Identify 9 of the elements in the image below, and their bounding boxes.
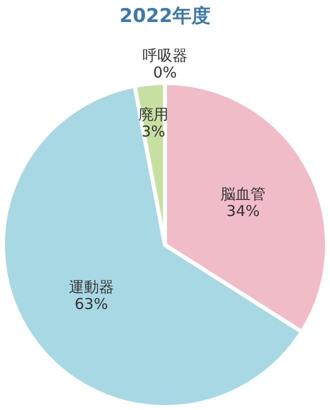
slice-label: 運動器 [68, 278, 114, 296]
category-label: 呼吸器 [142, 46, 188, 65]
data-label: 34% [226, 202, 260, 220]
slice-label: 脳血管 [220, 185, 266, 204]
data-label: 3% [142, 122, 166, 140]
chart-title: 2022年度 [120, 5, 210, 27]
slice-label: 廃用 [138, 105, 168, 124]
data-label: 63% [74, 295, 108, 314]
text: 0% [153, 64, 177, 82]
